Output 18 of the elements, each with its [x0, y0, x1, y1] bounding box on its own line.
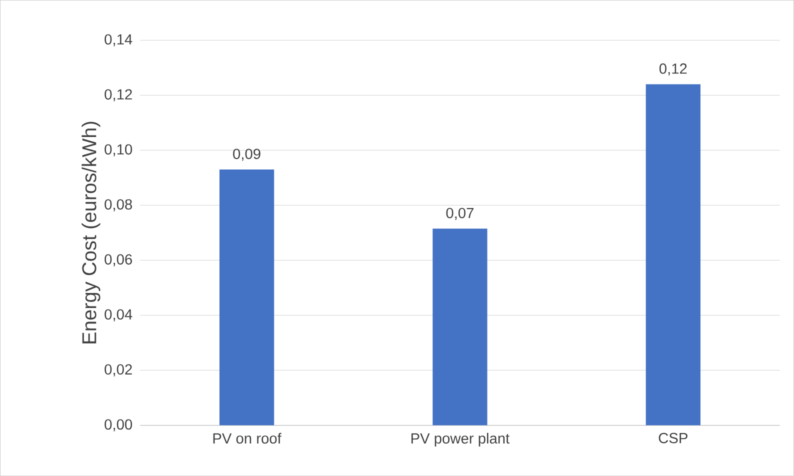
y-tick-label: 0,08	[104, 199, 132, 212]
data-label: 0,12	[659, 63, 687, 76]
y-tick-label: 0,06	[104, 254, 132, 266]
y-tick-label: 0,02	[104, 364, 132, 376]
bar	[432, 228, 488, 426]
y-tick-label: 0,12	[104, 89, 132, 102]
x-tick-label: PV power plant	[411, 432, 510, 446]
y-tick-label: 0,00	[104, 419, 132, 432]
y-axis-title: Energy Cost (euros/kWh)	[82, 122, 100, 344]
bar	[219, 169, 274, 426]
data-label: 0,07	[446, 208, 474, 220]
y-tick-label: 0,14	[104, 34, 132, 46]
x-tick-label: PV on roof	[213, 432, 282, 444]
bar	[646, 84, 700, 426]
y-tick-label: 0,04	[104, 309, 132, 322]
x-tick-label: CSP	[658, 432, 688, 444]
y-tick-label: 0,10	[104, 144, 132, 156]
data-label: 0,09	[233, 148, 260, 161]
